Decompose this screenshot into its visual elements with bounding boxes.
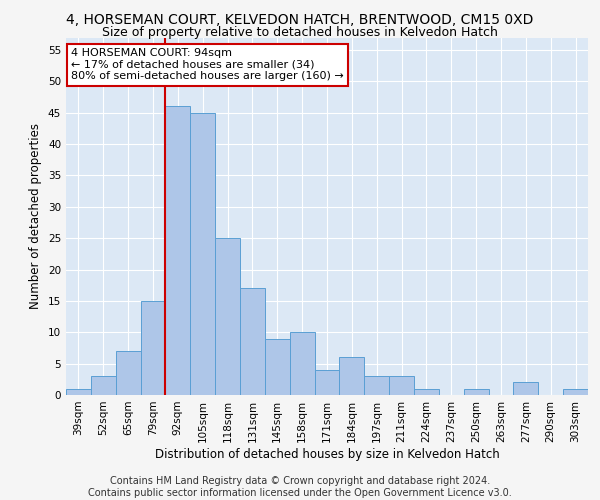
Bar (66, 388, 91, 395)
Text: 4 HORSEMAN COURT: 94sqm
← 17% of detached houses are smaller (34)
80% of semi-de: 4 HORSEMAN COURT: 94sqm ← 17% of detache… (71, 48, 344, 82)
Bar (389, 376, 414, 395)
Bar (240, 288, 265, 395)
Text: 4, HORSEMAN COURT, KELVEDON HATCH, BRENTWOOD, CM15 0XD: 4, HORSEMAN COURT, KELVEDON HATCH, BRENT… (67, 12, 533, 26)
Bar (190, 113, 215, 395)
Bar (166, 106, 190, 395)
Bar (364, 376, 389, 395)
Text: Size of property relative to detached houses in Kelvedon Hatch: Size of property relative to detached ho… (102, 26, 498, 39)
X-axis label: Distribution of detached houses by size in Kelvedon Hatch: Distribution of detached houses by size … (155, 448, 499, 460)
Bar (91, 376, 116, 395)
Bar (314, 370, 340, 395)
Bar (140, 301, 166, 395)
Bar (563, 388, 588, 395)
Bar (215, 238, 240, 395)
Text: Contains HM Land Registry data © Crown copyright and database right 2024.
Contai: Contains HM Land Registry data © Crown c… (88, 476, 512, 498)
Bar (414, 388, 439, 395)
Bar (290, 332, 314, 395)
Y-axis label: Number of detached properties: Number of detached properties (29, 123, 43, 309)
Bar (340, 358, 364, 395)
Bar (116, 351, 140, 395)
Bar (514, 382, 538, 395)
Bar (265, 338, 290, 395)
Bar (464, 388, 488, 395)
